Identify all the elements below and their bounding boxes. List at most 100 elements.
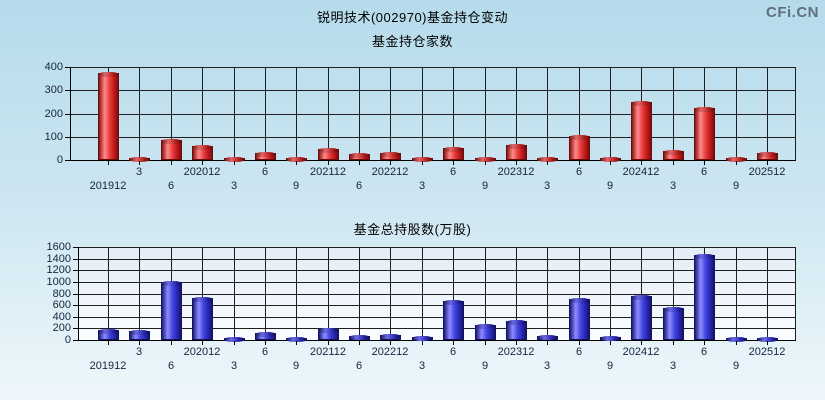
bar-201912 bbox=[98, 72, 119, 160]
x-axis-tick bbox=[736, 161, 737, 165]
bar-top-cap bbox=[349, 153, 370, 158]
bar-top-cap bbox=[694, 107, 715, 112]
gridline-vertical bbox=[673, 67, 674, 160]
y-tick-label: 0 bbox=[56, 154, 63, 166]
bar-202112 bbox=[318, 328, 339, 340]
bar-top-cap bbox=[255, 152, 276, 157]
bar-202412 bbox=[631, 101, 652, 160]
bar-top-cap bbox=[318, 148, 339, 153]
x-tick-label: 6 bbox=[355, 180, 363, 192]
x-axis-tick bbox=[328, 161, 329, 165]
gridline-horizontal bbox=[70, 67, 795, 68]
bar-20239 bbox=[475, 324, 496, 340]
gridline-vertical bbox=[453, 67, 454, 160]
y-tick-label: 1000 bbox=[46, 276, 71, 288]
bar-top-cap bbox=[506, 144, 527, 149]
bar-top-cap bbox=[412, 157, 433, 162]
bar-202312 bbox=[506, 320, 527, 340]
x-tick-label: 6 bbox=[167, 180, 175, 192]
plot-right-edge bbox=[795, 247, 796, 340]
bar-20249 bbox=[600, 336, 621, 341]
y-axis-tick bbox=[73, 270, 78, 271]
x-tick-label: 9 bbox=[481, 180, 489, 192]
bar-20246 bbox=[569, 135, 590, 160]
gridline-horizontal bbox=[78, 270, 795, 271]
x-tick-label: 9 bbox=[606, 360, 614, 372]
bar-top-cap bbox=[506, 320, 527, 325]
x-tick-label: 9 bbox=[481, 360, 489, 372]
x-tick-label: 202412 bbox=[622, 346, 660, 358]
x-tick-label: 6 bbox=[575, 166, 583, 178]
x-tick-label: 6 bbox=[167, 360, 175, 372]
x-tick-label: 6 bbox=[449, 346, 457, 358]
x-tick-label: 202512 bbox=[748, 166, 786, 178]
bar-top-cap bbox=[161, 139, 182, 144]
x-axis-tick bbox=[516, 161, 517, 165]
gridline-vertical bbox=[234, 247, 235, 340]
bar-top-cap bbox=[726, 337, 747, 342]
bar-top-cap bbox=[380, 334, 401, 339]
bar-top-cap bbox=[98, 72, 119, 77]
x-tick-label: 202212 bbox=[371, 346, 409, 358]
gridline-vertical bbox=[485, 67, 486, 160]
gridline-horizontal bbox=[70, 90, 795, 91]
y-axis-tick bbox=[73, 282, 78, 283]
gridline-vertical bbox=[202, 247, 203, 340]
bar-top-cap bbox=[569, 298, 590, 303]
x-tick-label: 9 bbox=[606, 180, 614, 192]
x-axis-tick bbox=[171, 161, 172, 165]
bar-top-cap bbox=[224, 337, 245, 342]
gridline-vertical bbox=[390, 67, 391, 160]
bar-top-cap bbox=[600, 157, 621, 162]
bar-202012 bbox=[192, 297, 213, 340]
bar-20216 bbox=[255, 332, 276, 340]
x-tick-label: 3 bbox=[418, 360, 426, 372]
page-title: 锐明技术(002970)基金持仓变动 bbox=[316, 10, 509, 25]
x-tick-label: 3 bbox=[669, 360, 677, 372]
x-tick-label: 202012 bbox=[183, 346, 221, 358]
x-tick-label: 202012 bbox=[183, 166, 221, 178]
bar-202412 bbox=[631, 295, 652, 340]
bar-top-cap bbox=[475, 157, 496, 162]
y-tick-label: 0 bbox=[64, 334, 71, 346]
bar-top-cap bbox=[380, 152, 401, 157]
x-axis-tick bbox=[296, 341, 297, 345]
x-axis-tick bbox=[139, 341, 140, 345]
fund-holders-chart-title: 基金持仓家数 bbox=[371, 34, 453, 49]
bar-top-cap bbox=[631, 295, 652, 300]
bar-top-cap bbox=[129, 330, 150, 335]
bar-20259 bbox=[726, 337, 747, 342]
y-axis-tick bbox=[73, 247, 78, 248]
gridline-vertical bbox=[610, 67, 611, 160]
bar-top-cap bbox=[694, 254, 715, 259]
x-axis-tick bbox=[767, 341, 768, 345]
bar-20213 bbox=[224, 337, 245, 342]
bar-20236 bbox=[443, 147, 464, 160]
bar-20256 bbox=[694, 107, 715, 160]
y-tick-label: 1600 bbox=[46, 241, 71, 253]
bar-top-cap bbox=[192, 297, 213, 302]
gridline-vertical bbox=[234, 67, 235, 160]
bar-20219 bbox=[286, 337, 307, 342]
bar-20236 bbox=[443, 300, 464, 340]
bar-top-cap bbox=[129, 157, 150, 162]
gridline-vertical bbox=[547, 247, 548, 340]
gridline-vertical bbox=[673, 247, 674, 340]
x-axis-tick bbox=[139, 161, 140, 165]
x-tick-label: 6 bbox=[449, 166, 457, 178]
x-axis-tick bbox=[390, 161, 391, 165]
bar-202312 bbox=[506, 144, 527, 160]
bar-20226 bbox=[349, 153, 370, 160]
gridline-vertical bbox=[579, 67, 580, 160]
x-tick-label: 6 bbox=[575, 346, 583, 358]
x-axis-line bbox=[77, 340, 796, 341]
x-axis-tick bbox=[736, 341, 737, 345]
x-tick-label: 3 bbox=[543, 180, 551, 192]
bar-top-cap bbox=[224, 157, 245, 162]
gridline-horizontal bbox=[78, 247, 795, 248]
bar-top-cap bbox=[349, 335, 370, 340]
y-tick-label: 200 bbox=[44, 108, 63, 120]
x-tick-label: 3 bbox=[418, 180, 426, 192]
gridline-vertical bbox=[296, 247, 297, 340]
